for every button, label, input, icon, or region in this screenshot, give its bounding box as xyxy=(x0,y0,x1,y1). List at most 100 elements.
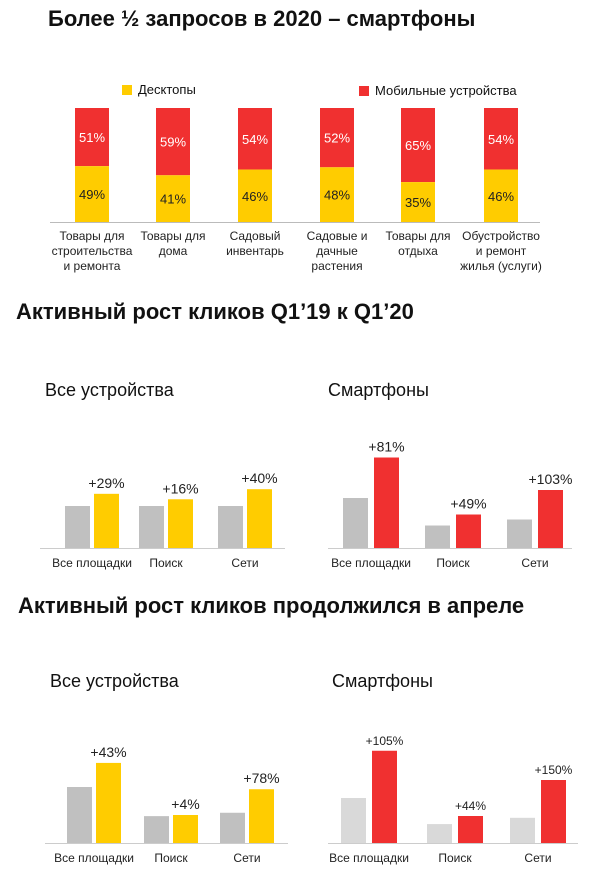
growth-label: +81% xyxy=(368,439,404,455)
category-label: Товары для xyxy=(140,229,205,243)
bar-baseline xyxy=(507,519,532,548)
legend-mobile-label: Мобильные устройства xyxy=(375,83,517,98)
category-label: Сети xyxy=(521,556,548,570)
category-label: строительства xyxy=(52,244,133,258)
subtitle-smartphones-q1: Смартфоны xyxy=(328,380,429,400)
growth-label: +150% xyxy=(535,763,573,777)
growth-label: +105% xyxy=(366,734,404,748)
category-label: Сети xyxy=(524,851,551,865)
category-label: Все площадки xyxy=(54,851,134,865)
category-label: Поиск xyxy=(149,556,183,570)
bar-baseline xyxy=(67,787,92,843)
bar-growth xyxy=(458,816,483,843)
subtitle-smartphones-april: Смартфоны xyxy=(332,671,433,691)
bar-growth xyxy=(173,815,198,843)
category-label: Садовые и xyxy=(307,229,368,243)
bar-growth xyxy=(372,750,397,843)
bar-baseline xyxy=(218,506,243,548)
category-label: Товары для xyxy=(59,229,124,243)
bar-desktop xyxy=(320,167,354,222)
bar-baseline xyxy=(343,498,368,548)
growth-label: +103% xyxy=(529,471,573,487)
title-click-growth-q1: Активный рост кликов Q1’19 к Q1’20 xyxy=(16,299,414,324)
bar-baseline xyxy=(510,817,535,843)
data-label-desktop: 46% xyxy=(242,189,268,204)
legend-desktop-swatch xyxy=(122,84,132,95)
growth-label: +4% xyxy=(171,796,199,812)
data-label-desktop: 35% xyxy=(405,195,431,210)
category-label: инвентарь xyxy=(226,244,284,258)
subtitle-all-devices-q1: Все устройства xyxy=(45,380,174,400)
legend-desktop: Десктопы xyxy=(122,82,196,97)
growth-label: +29% xyxy=(88,475,124,491)
data-label-desktop: 41% xyxy=(160,192,186,207)
bar-growth xyxy=(247,489,272,548)
bar-desktop xyxy=(156,175,190,222)
bar-desktop xyxy=(401,182,435,222)
bar-mobile xyxy=(484,108,518,170)
category-label: Поиск xyxy=(436,556,470,570)
bar-mobile xyxy=(401,108,435,183)
category-label: растения xyxy=(311,259,362,273)
category-label: Поиск xyxy=(438,851,472,865)
bar-baseline xyxy=(341,798,366,843)
data-label-desktop: 48% xyxy=(324,188,350,203)
data-label-mobile: 54% xyxy=(488,132,514,147)
category-label: Сети xyxy=(233,851,260,865)
growth-label: +78% xyxy=(243,770,279,786)
bar-growth xyxy=(96,762,121,843)
growth-label: +43% xyxy=(90,744,126,760)
bar-mobile xyxy=(320,108,354,168)
growth-label: +44% xyxy=(455,799,486,813)
bar-mobile xyxy=(238,108,272,170)
growth-label: +49% xyxy=(450,496,486,512)
bar-baseline xyxy=(427,824,452,843)
data-label-desktop: 46% xyxy=(488,189,514,204)
category-label: Садовый xyxy=(230,229,281,243)
legend-mobile-swatch xyxy=(359,85,369,96)
title-click-growth-april: Активный рост кликов продолжился в апрел… xyxy=(18,593,525,618)
bar-growth xyxy=(168,499,193,548)
bar-growth xyxy=(541,780,566,843)
bar-growth xyxy=(456,514,481,548)
data-label-mobile: 54% xyxy=(242,132,268,147)
category-label: дачные xyxy=(316,244,358,258)
category-label: Все площадки xyxy=(331,556,411,570)
category-label: и ремонт xyxy=(476,244,527,258)
subtitle-all-devices-april: Все устройства xyxy=(50,671,179,691)
category-label: Обустройство xyxy=(462,229,540,243)
category-label: жилья (услуги) xyxy=(460,259,542,273)
category-label: Все площадки xyxy=(329,851,409,865)
bar-baseline xyxy=(139,506,164,548)
category-label: дома xyxy=(159,244,188,258)
data-label-mobile: 51% xyxy=(79,130,105,145)
legend-desktop-label: Десктопы xyxy=(138,82,196,97)
category-label: Сети xyxy=(231,556,258,570)
bar-growth xyxy=(538,490,563,548)
bar-baseline xyxy=(144,816,169,843)
legend-mobile: Мобильные устройства xyxy=(359,83,517,98)
growth-label: +16% xyxy=(162,480,198,496)
category-label: и ремонта xyxy=(64,259,121,273)
bar-baseline xyxy=(220,812,245,843)
bar-baseline xyxy=(65,506,90,548)
bar-baseline xyxy=(425,525,450,548)
bar-growth xyxy=(94,493,119,548)
data-label-mobile: 52% xyxy=(324,131,350,146)
bar-desktop xyxy=(484,169,518,222)
bar-growth xyxy=(374,457,399,548)
bar-desktop xyxy=(238,169,272,222)
category-label: Все площадки xyxy=(52,556,132,570)
data-label-mobile: 59% xyxy=(160,135,186,150)
bar-desktop xyxy=(75,166,109,222)
bar-mobile xyxy=(75,108,109,167)
category-label: Товары для xyxy=(385,229,450,243)
bar-mobile xyxy=(156,108,190,176)
title-smartphone-share: Более ½ запросов в 2020 – смартфоны xyxy=(48,6,476,31)
category-label: Поиск xyxy=(154,851,188,865)
category-label: отдыха xyxy=(398,244,438,258)
bar-growth xyxy=(249,789,274,843)
data-label-mobile: 65% xyxy=(405,138,431,153)
growth-label: +40% xyxy=(241,470,277,486)
